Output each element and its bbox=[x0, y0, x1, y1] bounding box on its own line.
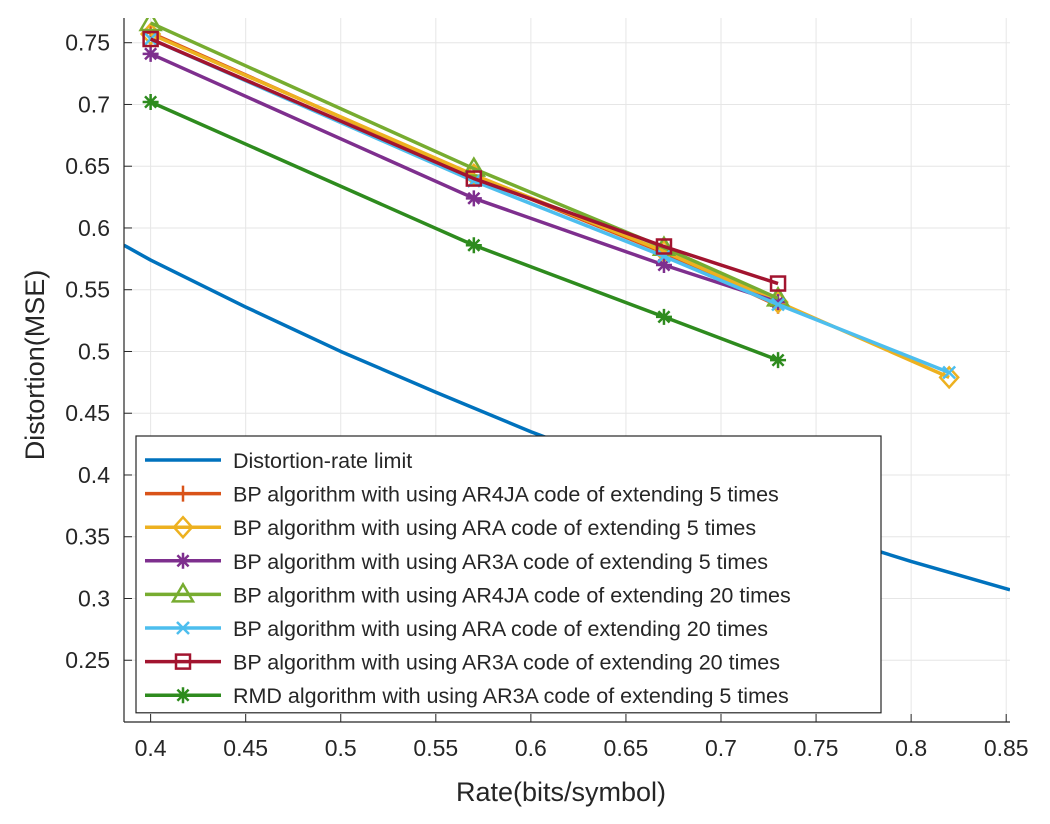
series-8 bbox=[142, 93, 787, 369]
data-point bbox=[142, 30, 159, 48]
data-point bbox=[770, 352, 787, 369]
y-tick-label: 0.25 bbox=[65, 647, 110, 673]
x-tick-label: 0.4 bbox=[135, 735, 167, 761]
legend-item: BP algorithm with using AR3A code of ext… bbox=[145, 550, 768, 574]
legend-label: BP algorithm with using ARA code of exte… bbox=[233, 617, 768, 641]
data-point bbox=[942, 365, 957, 380]
x-tick-label: 0.5 bbox=[325, 735, 357, 761]
legend-item: Distortion-rate limit bbox=[145, 449, 412, 473]
legend-label: RMD algorithm with using AR3A code of ex… bbox=[233, 684, 789, 708]
y-tick-label: 0.7 bbox=[78, 91, 110, 117]
data-point bbox=[465, 170, 483, 187]
series-line bbox=[149, 52, 779, 304]
x-tick-label: 0.7 bbox=[705, 735, 737, 761]
data-point bbox=[142, 93, 159, 110]
series-line bbox=[149, 37, 779, 286]
data-point bbox=[771, 297, 785, 312]
legend-item: BP algorithm with using ARA code of exte… bbox=[145, 515, 756, 540]
x-tick-label: 0.45 bbox=[223, 735, 268, 761]
legend-item: BP algorithm with using AR4JA code of ex… bbox=[145, 581, 791, 607]
legend-label: BP algorithm with using ARA code of exte… bbox=[233, 516, 756, 540]
x-tick-label: 0.75 bbox=[794, 735, 839, 761]
series-5 bbox=[138, 18, 791, 307]
x-axis-label: Rate(bits/symbol) bbox=[456, 777, 666, 807]
y-tick-label: 0.55 bbox=[65, 277, 110, 303]
legend-label: Distortion-rate limit bbox=[233, 449, 412, 473]
x-tick-label: 0.55 bbox=[413, 735, 458, 761]
data-point bbox=[655, 308, 672, 325]
legend-item: BP algorithm with using AR4JA code of ex… bbox=[145, 483, 779, 507]
legend-marker bbox=[176, 621, 190, 635]
y-tick-label: 0.3 bbox=[78, 585, 110, 611]
data-point bbox=[770, 294, 787, 311]
axes bbox=[123, 18, 1010, 723]
legend-item: BP algorithm with using ARA code of exte… bbox=[145, 617, 768, 641]
ticks: 0.4 0.45 0.5 0.55 0.6 0.65 0.7 0.75 0.8 0.85 0.25 0… bbox=[65, 30, 1028, 761]
x-tick-label: 0.85 bbox=[984, 735, 1029, 761]
data-point bbox=[142, 45, 159, 62]
y-tick-label: 0.4 bbox=[78, 462, 110, 488]
legend-label: BP algorithm with using AR3A code of ext… bbox=[233, 550, 768, 574]
legend-label: BP algorithm with using AR4JA code of ex… bbox=[233, 483, 779, 507]
legend-label: BP algorithm with using AR4JA code of ex… bbox=[233, 583, 791, 607]
y-tick-label: 0.35 bbox=[65, 524, 110, 550]
y-tick-label: 0.45 bbox=[65, 400, 110, 426]
data-point bbox=[655, 257, 672, 274]
data-point bbox=[138, 18, 163, 32]
legend-marker bbox=[172, 515, 194, 540]
legend-item: RMD algorithm with using AR3A code of ex… bbox=[145, 684, 789, 708]
data-point bbox=[938, 365, 960, 390]
y-tick-label: 0.5 bbox=[78, 338, 110, 364]
data-point bbox=[655, 238, 673, 255]
y-tick-label: 0.75 bbox=[65, 30, 110, 56]
legend-marker bbox=[175, 485, 191, 502]
series-line bbox=[149, 100, 779, 362]
series-line bbox=[149, 21, 779, 300]
legend-marker bbox=[170, 581, 196, 603]
x-tick-label: 0.6 bbox=[515, 735, 547, 761]
legend-box bbox=[135, 435, 882, 714]
data-point bbox=[465, 237, 482, 254]
data-point bbox=[769, 275, 787, 292]
y-tick-label: 0.6 bbox=[78, 215, 110, 241]
series-4 bbox=[142, 45, 787, 311]
legend: Distortion-rate limit BP algorithm with u… bbox=[135, 435, 882, 714]
y-axis-label: Distortion(MSE) bbox=[20, 270, 50, 461]
x-tick-label: 0.8 bbox=[895, 735, 927, 761]
legend-label: BP algorithm with using AR3A code of ext… bbox=[233, 651, 780, 675]
data-point bbox=[461, 156, 487, 177]
y-tick-label: 0.65 bbox=[65, 153, 110, 179]
legend-item: BP algorithm with using AR3A code of ext… bbox=[145, 651, 780, 675]
legend-marker bbox=[175, 687, 191, 704]
series-7 bbox=[142, 30, 787, 292]
legend-marker bbox=[174, 653, 192, 670]
data-point bbox=[143, 32, 158, 46]
legend-marker bbox=[175, 552, 191, 569]
x-tick-label: 0.65 bbox=[604, 735, 649, 761]
data-point bbox=[465, 190, 482, 207]
